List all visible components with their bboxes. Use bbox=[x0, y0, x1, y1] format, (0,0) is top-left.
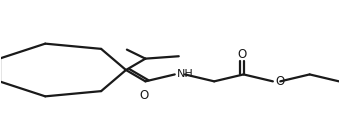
Text: NH: NH bbox=[176, 69, 193, 79]
Text: O: O bbox=[139, 89, 148, 102]
Text: O: O bbox=[275, 75, 285, 88]
Text: O: O bbox=[237, 48, 246, 61]
